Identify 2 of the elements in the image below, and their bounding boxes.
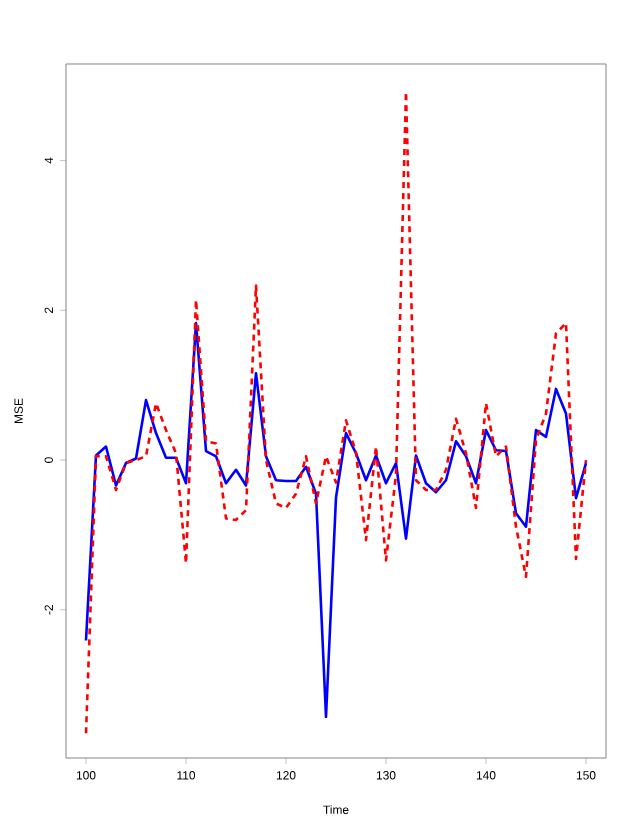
line-series <box>84 321 588 719</box>
line-series <box>84 90 588 735</box>
